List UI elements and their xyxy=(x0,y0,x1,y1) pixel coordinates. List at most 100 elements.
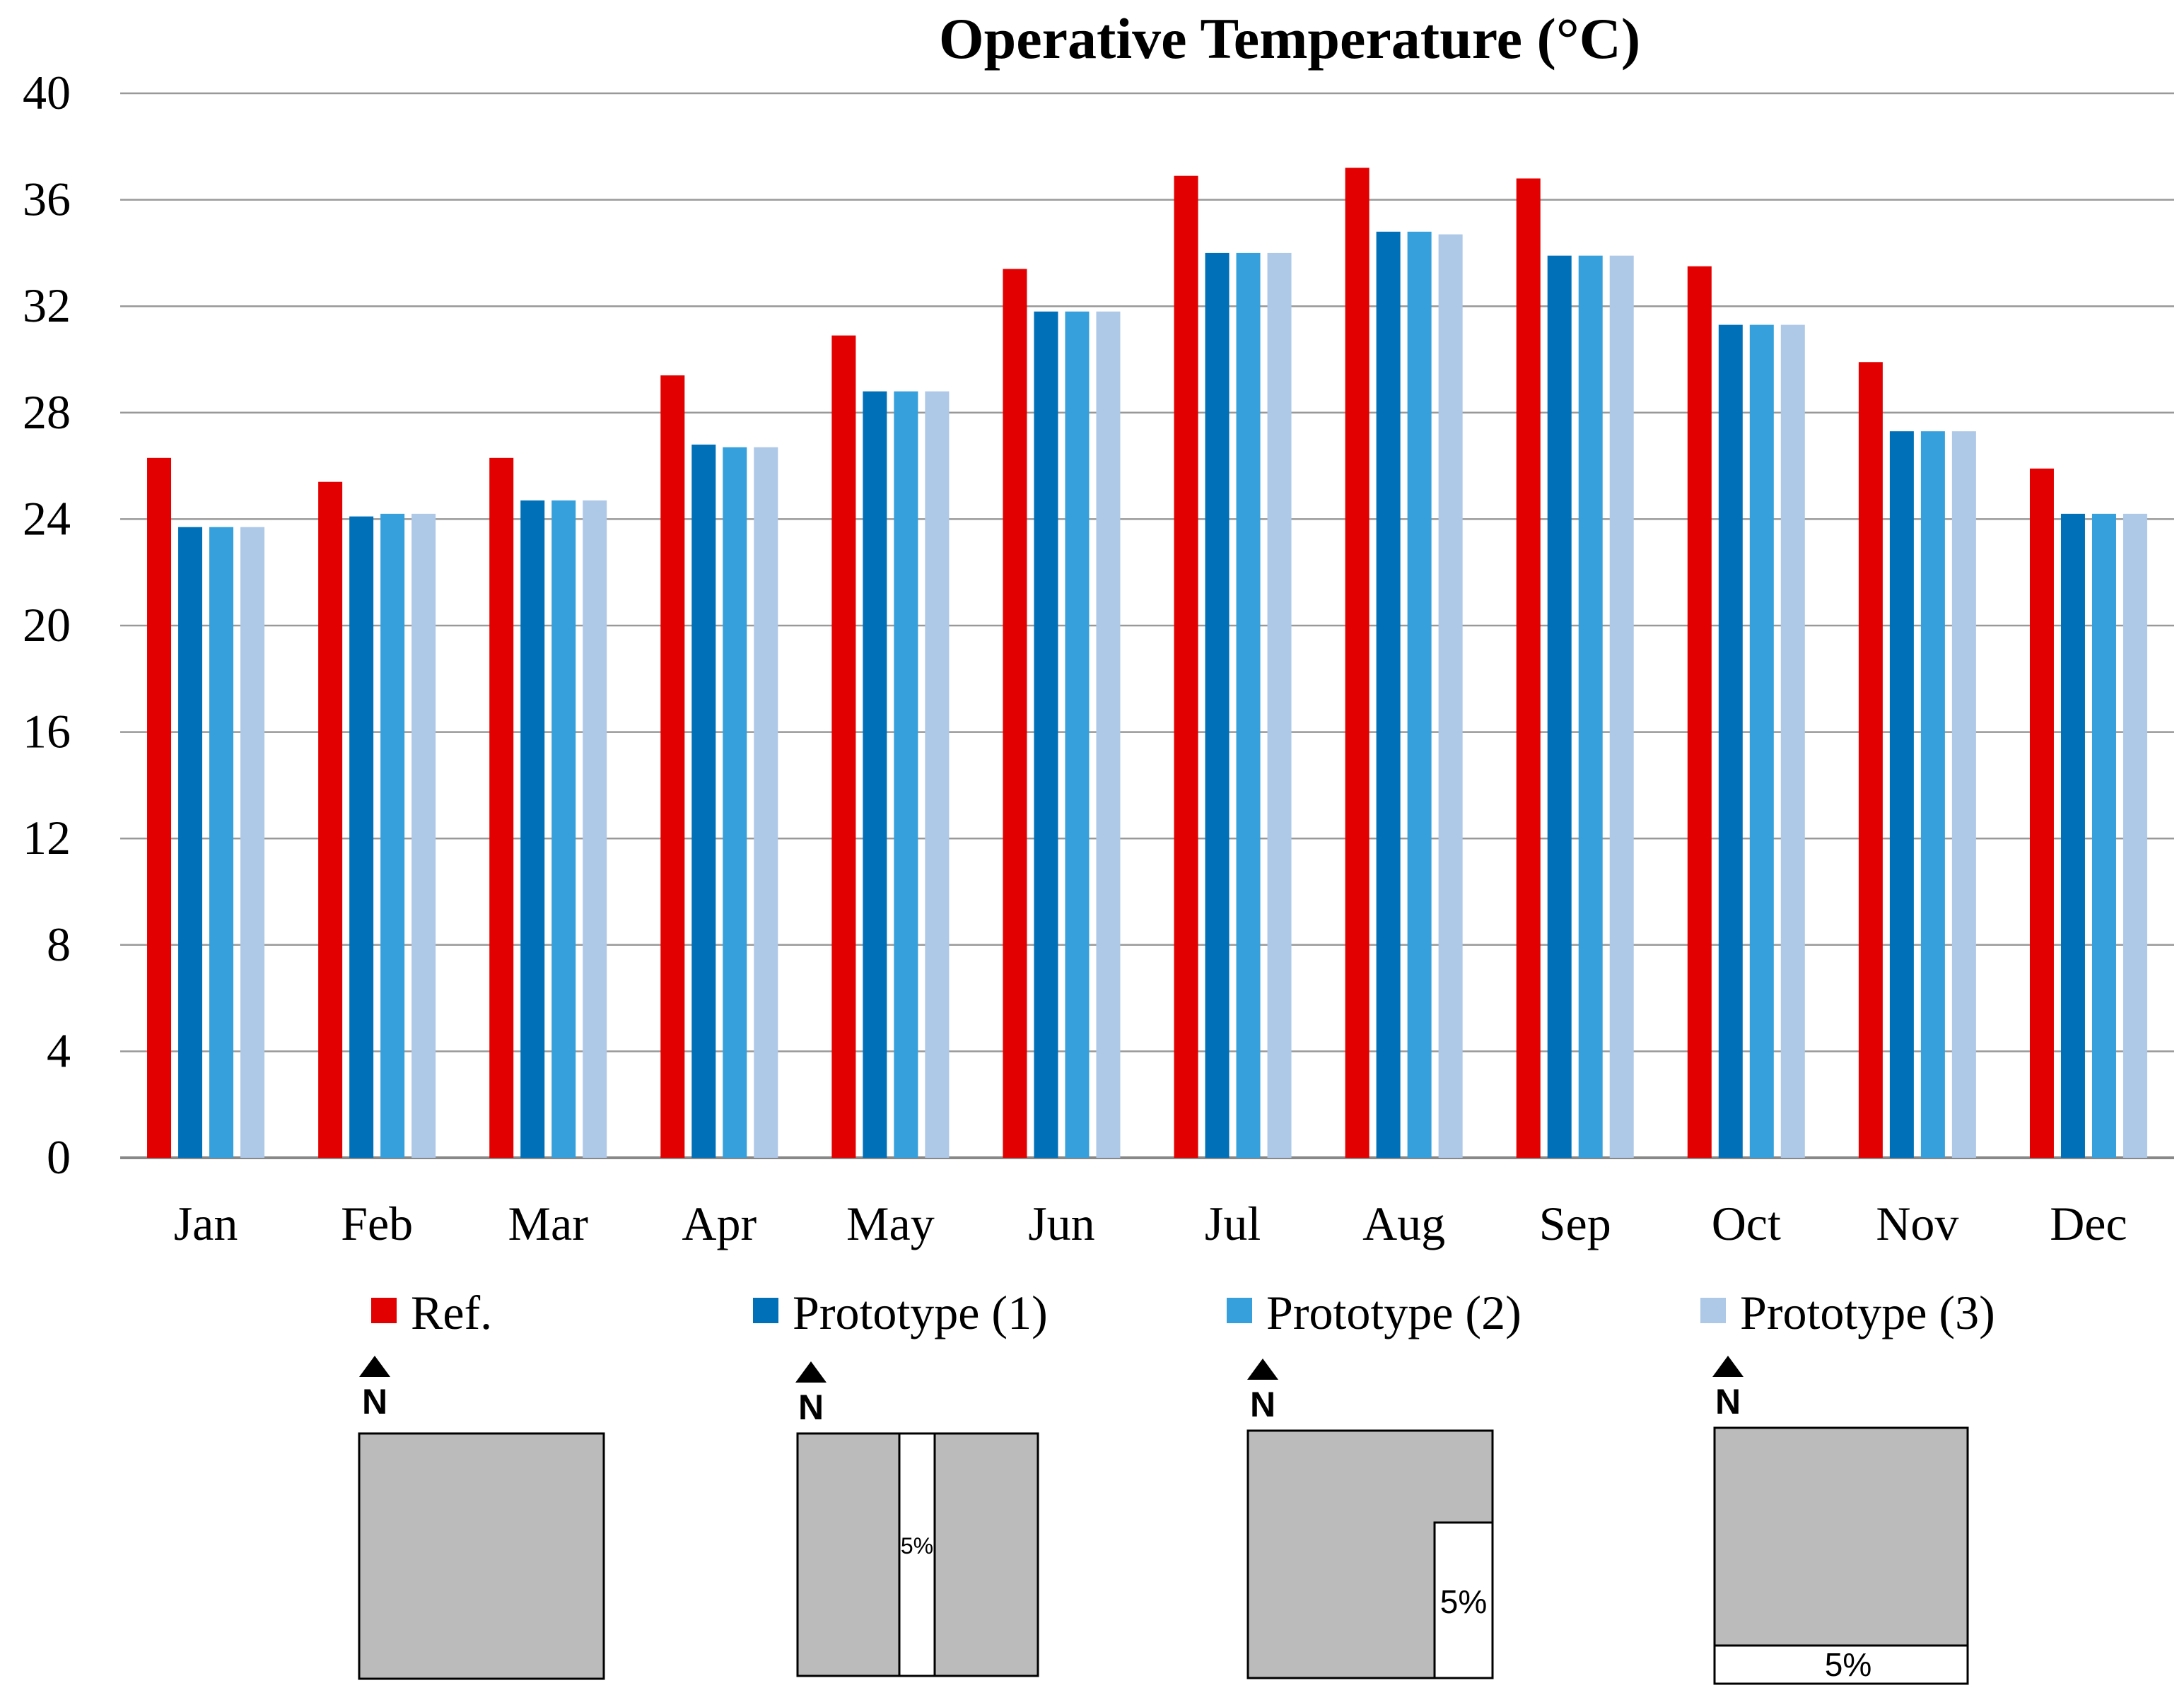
bar xyxy=(2029,468,2054,1158)
bar xyxy=(318,481,343,1158)
bar xyxy=(2091,513,2116,1158)
north-arrow-icon: N xyxy=(359,1356,390,1421)
bar xyxy=(1096,311,1121,1159)
floor-plan-diagram: N xyxy=(358,1356,605,1680)
bar xyxy=(1609,255,1634,1158)
x-tick-label: Oct xyxy=(1712,1197,1781,1250)
y-tick-label: 8 xyxy=(47,917,71,971)
north-label: N xyxy=(1250,1385,1275,1424)
legend-entry: Prototype (3) xyxy=(1700,1286,1995,1339)
legend-swatch xyxy=(1227,1298,1252,1323)
bar xyxy=(1858,362,1883,1158)
legend-label: Ref. xyxy=(411,1286,492,1339)
bar xyxy=(1780,324,1805,1159)
atrium-percent-label: 5% xyxy=(901,1533,933,1559)
x-tick-label: Nov xyxy=(1876,1197,1958,1250)
y-tick-label: 28 xyxy=(23,385,71,439)
legend-label: Prototype (1) xyxy=(793,1286,1048,1339)
y-tick-label: 4 xyxy=(47,1024,71,1077)
bar xyxy=(349,516,374,1158)
atrium-strip xyxy=(1713,1644,1969,1685)
north-arrow-icon: N xyxy=(1247,1359,1278,1424)
bar xyxy=(583,500,607,1158)
bar xyxy=(1547,255,1572,1158)
bar xyxy=(1174,175,1198,1159)
bar xyxy=(1236,252,1261,1158)
x-tick-label: May xyxy=(846,1197,935,1250)
y-axis-ticks: 0 4 8 12 16 20 24 28 32 36 40 xyxy=(23,66,71,1184)
bar xyxy=(754,447,778,1158)
floor-plan-shape xyxy=(358,1432,605,1680)
legend-entry: Prototype (1) xyxy=(753,1286,1048,1339)
x-tick-label: Sep xyxy=(1539,1197,1611,1250)
bars xyxy=(147,168,2147,1159)
bar xyxy=(1407,231,1432,1158)
y-tick-label: 40 xyxy=(23,66,71,119)
floor-plan-diagrams: N N 5% N 5% N 5% xyxy=(358,1356,1969,1685)
bar xyxy=(2122,513,2147,1158)
bar xyxy=(863,391,887,1159)
bar xyxy=(1516,178,1541,1159)
x-tick-label: Mar xyxy=(508,1197,589,1250)
bar xyxy=(1687,266,1712,1159)
x-tick-label: Jan xyxy=(174,1197,238,1250)
bar xyxy=(691,444,716,1158)
north-label: N xyxy=(1715,1382,1741,1421)
legend: Ref. Prototype (1) Prototype (2) Prototype … xyxy=(371,1286,1995,1339)
bar xyxy=(1438,234,1463,1158)
north-arrow-icon: N xyxy=(795,1361,827,1427)
floor-plan-diagram: N 5% xyxy=(1246,1359,1494,1679)
y-tick-label: 24 xyxy=(23,491,71,545)
floor-plan-shape xyxy=(1713,1426,1969,1647)
bar xyxy=(1951,431,1976,1158)
bar xyxy=(660,375,685,1158)
atrium-percent-label: 5% xyxy=(1440,1583,1487,1620)
atrium-percent-label: 5% xyxy=(1825,1646,1871,1683)
x-tick-label: Dec xyxy=(2050,1197,2127,1250)
bar xyxy=(489,457,514,1158)
chart-title: Operative Temperature (°C) xyxy=(939,6,1640,71)
floor-plan-diagram: N 5% xyxy=(795,1361,1039,1677)
legend-label: Prototype (3) xyxy=(1740,1286,1995,1339)
atrium-corner xyxy=(1433,1521,1494,1679)
y-tick-label: 32 xyxy=(23,278,71,332)
bar xyxy=(1267,252,1292,1158)
north-label: N xyxy=(798,1388,824,1427)
atrium-strip xyxy=(898,1432,936,1677)
bar xyxy=(723,447,747,1158)
bar xyxy=(1034,311,1058,1159)
gridlines xyxy=(120,92,2174,1159)
north-arrow-icon: N xyxy=(1712,1356,1744,1421)
legend-label: Prototype (2) xyxy=(1266,1286,1522,1339)
bar xyxy=(831,335,856,1158)
y-tick-label: 16 xyxy=(23,705,71,758)
north-label: N xyxy=(362,1382,387,1421)
legend-entry: Ref. xyxy=(371,1286,492,1339)
bar xyxy=(551,500,576,1158)
y-tick-label: 20 xyxy=(23,598,71,652)
bar xyxy=(1749,324,1774,1159)
bar xyxy=(1065,311,1090,1159)
legend-entry: Prototype (2) xyxy=(1227,1286,1522,1339)
bar xyxy=(240,527,265,1158)
bar xyxy=(520,500,545,1158)
bar xyxy=(2060,513,2085,1158)
floor-plan-diagram: N 5% xyxy=(1712,1356,1969,1685)
bar xyxy=(380,513,405,1158)
legend-swatch xyxy=(1700,1298,1726,1323)
x-tick-label: Jun xyxy=(1028,1197,1094,1250)
x-tick-label: Feb xyxy=(341,1197,413,1250)
x-tick-label: Jul xyxy=(1205,1197,1261,1250)
bar xyxy=(147,457,172,1158)
x-tick-label: Aug xyxy=(1362,1197,1445,1250)
y-tick-label: 36 xyxy=(23,172,71,226)
legend-swatch xyxy=(371,1298,397,1323)
bar xyxy=(209,527,234,1158)
bar xyxy=(1345,168,1370,1158)
x-axis-ticks: Jan Feb Mar Apr May Jun Jul Aug Sep Oct Nov Dec xyxy=(174,1197,2127,1250)
bar xyxy=(894,391,918,1159)
y-tick-label: 12 xyxy=(23,811,71,864)
bar xyxy=(1578,255,1603,1158)
bar xyxy=(178,527,203,1158)
